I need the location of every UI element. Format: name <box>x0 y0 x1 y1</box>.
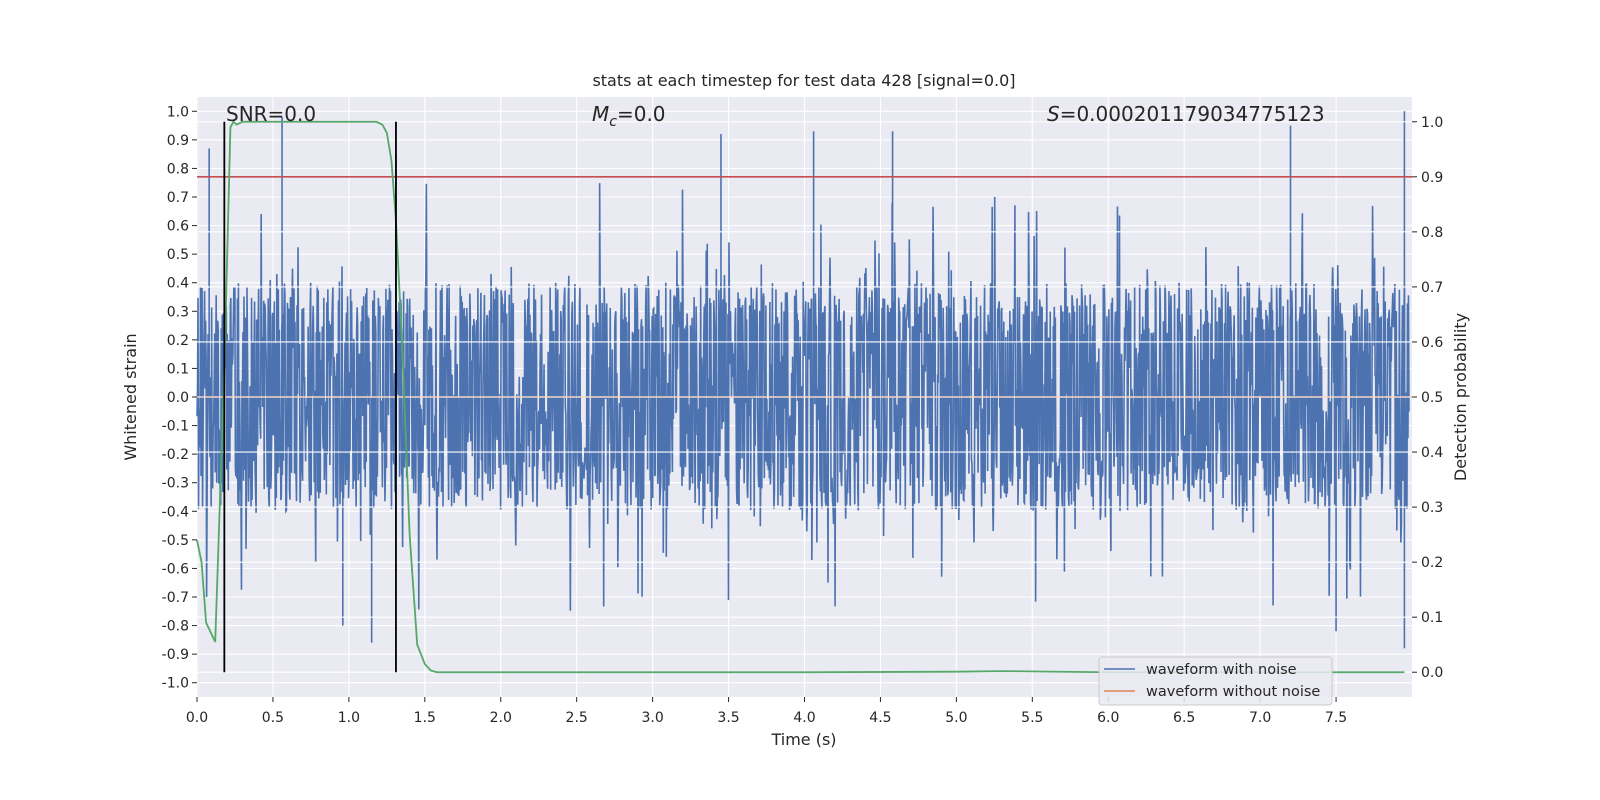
mc-symbol: M <box>592 102 609 126</box>
x-tick-label: 0.0 <box>186 710 208 726</box>
series-detection-probability <box>196 120 1405 674</box>
x-tick-label: 5.5 <box>1021 710 1043 726</box>
x-tick-label: 1.5 <box>414 710 436 726</box>
legend-label-clean: waveform without noise <box>1146 684 1320 700</box>
series-waveform-with-noise <box>196 111 1410 649</box>
y-tick-label: -0.6 <box>162 561 189 577</box>
y2-tick-label: 0.5 <box>1421 390 1443 406</box>
noise-trace <box>196 183 1410 611</box>
y2-axis-label: Detection probability <box>1451 313 1470 481</box>
legend-label-noise: waveform with noise <box>1146 662 1297 678</box>
y2-tick-label: 0.2 <box>1421 555 1443 571</box>
y2-tick-label: 0.1 <box>1421 610 1443 626</box>
y2-tick-label: 0.3 <box>1421 500 1443 516</box>
y-tick-label: 0.9 <box>167 133 189 149</box>
y-tick-label: 0.8 <box>167 161 189 177</box>
mc-annotation: Mc=0.0 <box>592 102 666 130</box>
legend: waveform with noise waveform without noi… <box>1098 656 1333 706</box>
y-tick-label: -0.4 <box>162 504 189 520</box>
y-tick-label: 1.0 <box>167 104 189 120</box>
y-tick-label: -0.5 <box>162 533 189 549</box>
y-tick-label: 0.6 <box>167 219 189 235</box>
s-value: =0.000201179034775123 <box>1060 102 1325 126</box>
y-tick-label: -1.0 <box>162 676 189 692</box>
snr-annotation: SNR=0.0 <box>226 102 316 126</box>
x-tick-label: 6.5 <box>1173 710 1195 726</box>
y-tick-label: -0.9 <box>162 647 189 663</box>
y-tick-label: 0.2 <box>167 333 189 349</box>
legend-box <box>1098 656 1333 706</box>
x-tick-label: 3.5 <box>717 710 739 726</box>
mc-subscript: c <box>609 114 617 130</box>
y2-tick-label: 0.6 <box>1421 335 1443 351</box>
y-tick-label: -0.1 <box>162 419 189 435</box>
y-tick-label: -0.2 <box>162 447 189 463</box>
y-tick-label: 0.7 <box>167 190 189 206</box>
y-tick-labels: 1.0 0.9 0.8 0.7 0.6 0.5 0.4 0.3 0.2 0.1 0.0 -0.1 -0.… <box>162 104 197 692</box>
y-tick-label: 0.0 <box>167 390 189 406</box>
s-symbol: S <box>1047 102 1060 126</box>
x-tick-label: 2.0 <box>490 710 512 726</box>
y2-tick-label: 0.7 <box>1421 280 1443 296</box>
x-tick-label: 4.0 <box>793 710 815 726</box>
y-tick-label: 0.1 <box>167 361 189 377</box>
x-tick-label: 4.5 <box>869 710 891 726</box>
vertical-markers <box>223 121 397 673</box>
x-tick-label: 1.0 <box>338 710 360 726</box>
y2-tick-label: 0.8 <box>1421 225 1443 241</box>
y2-tick-labels: 1.0 0.9 0.8 0.7 0.6 0.5 0.4 0.3 0.2 0.1 0.0 <box>1412 115 1443 681</box>
mc-value: =0.0 <box>617 102 666 126</box>
y-axis-label: Whitened strain <box>121 333 140 460</box>
y2-tick-label: 0.4 <box>1421 445 1443 461</box>
x-axis-label: Time (s) <box>770 730 836 749</box>
y2-tick-label: 0.9 <box>1421 170 1443 186</box>
y-tick-label: 0.3 <box>167 304 189 320</box>
y2-tick-label: 0.0 <box>1421 665 1443 681</box>
y2-tick-label: 1.0 <box>1421 115 1443 131</box>
x-tick-label: 7.5 <box>1325 710 1347 726</box>
x-tick-label: 0.5 <box>262 710 284 726</box>
x-tick-label: 6.0 <box>1097 710 1119 726</box>
y-tick-label: -0.8 <box>162 619 189 635</box>
x-tick-label: 5.0 <box>945 710 967 726</box>
x-tick-label: 3.0 <box>641 710 663 726</box>
x-tick-label: 2.5 <box>566 710 588 726</box>
chart-title: stats at each timestep for test data 428… <box>592 71 1015 90</box>
s-annotation: S=0.000201179034775123 <box>1047 102 1325 126</box>
y-tick-label: 0.4 <box>167 276 189 292</box>
y-tick-label: 0.5 <box>167 247 189 263</box>
y-tick-label: -0.3 <box>162 476 189 492</box>
x-tick-labels: 0.0 0.5 1.0 1.5 2.0 2.5 3.0 3.5 4.0 4.5 5.0 5.5 6.0 6… <box>186 697 1347 726</box>
x-tick-label: 7.0 <box>1249 710 1271 726</box>
y-tick-label: -0.7 <box>162 590 189 606</box>
probability-trace <box>196 120 1405 674</box>
